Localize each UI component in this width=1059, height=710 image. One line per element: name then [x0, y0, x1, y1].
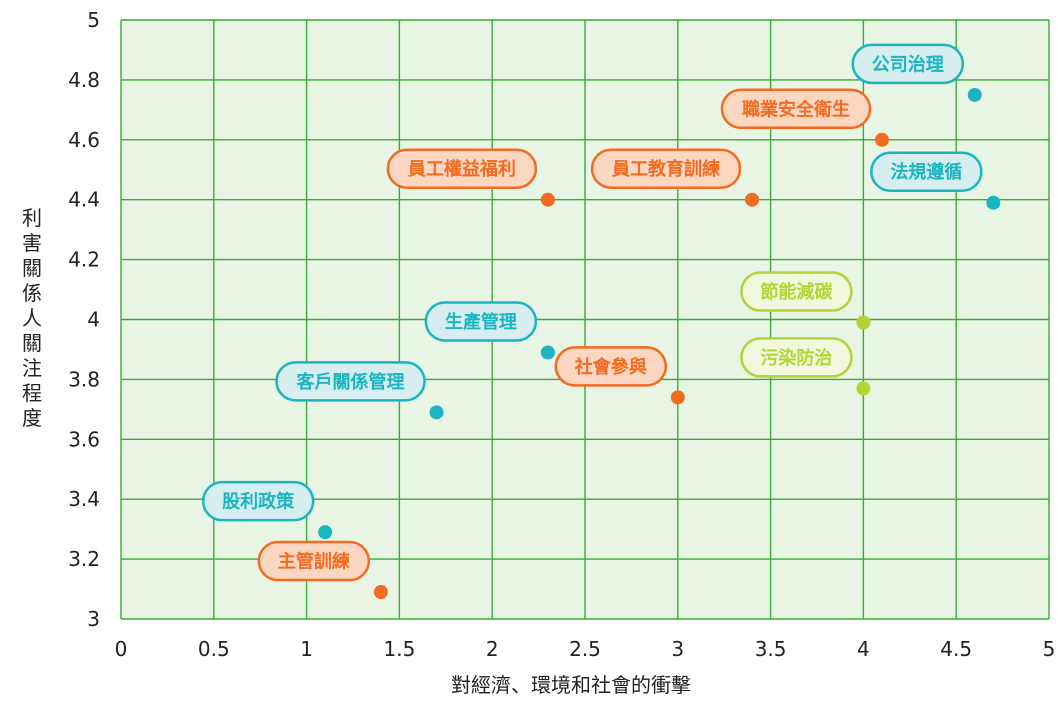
data-point — [670, 390, 685, 405]
point-label: 污染防治 — [760, 347, 832, 369]
callout-box — [870, 151, 983, 192]
data-point — [874, 132, 889, 147]
point-label: 社會參與 — [575, 356, 647, 378]
point-callout: 主管訓練 — [257, 540, 371, 582]
y-tick-label: 4.2 — [68, 248, 100, 272]
point-label: 職業安全衛生 — [742, 98, 850, 120]
y-tick-labels: 3 3.2 3.4 3.6 3.8 4 4.2 4.4 4.6 4.8 5 — [68, 8, 100, 631]
data-point — [318, 525, 333, 540]
x-tick-label: 2 — [486, 637, 499, 661]
point-label: 公司治理 — [872, 53, 944, 75]
x-tick-label: 4.5 — [940, 637, 972, 661]
x-tick-label: 2.5 — [569, 637, 601, 661]
point-callout: 股利政策 — [201, 480, 315, 522]
data-point — [540, 192, 555, 207]
data-point — [429, 405, 444, 420]
callout-box — [424, 301, 538, 342]
callout-box — [554, 346, 668, 387]
point-callout: 職業安全衛生 — [720, 88, 872, 130]
y-tick-label: 3 — [87, 607, 100, 631]
callout-box — [851, 43, 965, 85]
point-label: 股利政策 — [221, 491, 295, 513]
point-callout: 社會參與 — [554, 346, 668, 387]
point-callout: 員工教育訓練 — [590, 148, 742, 189]
point-callout: 節能減碳 — [740, 271, 853, 312]
data-point — [967, 87, 982, 102]
callout-box — [257, 540, 371, 582]
callout-box — [720, 88, 872, 130]
y-tick-label: 4.6 — [68, 128, 100, 152]
x-tick-label: 4 — [857, 637, 870, 661]
point-callout: 員工權益福利 — [386, 148, 538, 189]
point-callout: 公司治理 — [851, 43, 965, 85]
y-tick-label: 4.4 — [68, 188, 100, 212]
y-tick-label: 4 — [87, 308, 100, 332]
callout-box — [590, 148, 742, 189]
point-label: 主管訓練 — [278, 551, 350, 573]
point-label: 員工權益福利 — [407, 158, 516, 180]
data-points — [318, 87, 1001, 600]
point-label: 客戶關係管理 — [297, 371, 405, 393]
y-tick-label: 5 — [87, 8, 100, 32]
point-label: 節能減碳 — [760, 281, 833, 303]
x-tick-label: 3 — [671, 637, 684, 661]
callout-box — [386, 148, 538, 189]
y-tick-label: 4.8 — [68, 68, 100, 92]
point-callout: 客戶關係管理 — [275, 361, 426, 402]
point-label: 生產管理 — [445, 311, 517, 333]
data-point — [745, 192, 760, 207]
y-axis-title: 利害關係人關注程度 — [22, 206, 42, 430]
y-tick-label: 3.4 — [68, 487, 100, 511]
x-tick-label: 0 — [115, 637, 128, 661]
data-point — [986, 195, 1001, 210]
callout-box — [201, 480, 315, 522]
x-tick-label: 5 — [1043, 637, 1056, 661]
x-tick-label: 1 — [300, 637, 313, 661]
callout-box — [740, 271, 853, 312]
data-point — [373, 585, 388, 600]
y-tick-label: 3.6 — [68, 427, 100, 451]
y-tick-label: 3.8 — [68, 367, 100, 391]
x-axis-title: 對經濟、環境和社會的衝擊 — [451, 673, 691, 697]
callout-box — [275, 361, 426, 402]
y-tick-label: 3.2 — [68, 547, 100, 571]
x-tick-labels: 0 0.5 1 1.5 2 2.5 3 3.5 4 4.5 5 — [115, 637, 1056, 661]
point-callout: 法規遵循 — [870, 151, 983, 192]
data-point — [856, 315, 871, 330]
callout-box — [740, 337, 853, 378]
x-tick-label: 3.5 — [755, 637, 787, 661]
data-point — [540, 345, 555, 360]
point-label: 法規遵循 — [890, 161, 962, 183]
x-tick-label: 1.5 — [383, 637, 415, 661]
point-label: 員工教育訓練 — [611, 158, 720, 180]
point-callout: 污染防治 — [740, 337, 853, 378]
point-callout: 生產管理 — [424, 301, 538, 342]
x-tick-label: 0.5 — [198, 637, 230, 661]
data-point — [856, 381, 871, 396]
